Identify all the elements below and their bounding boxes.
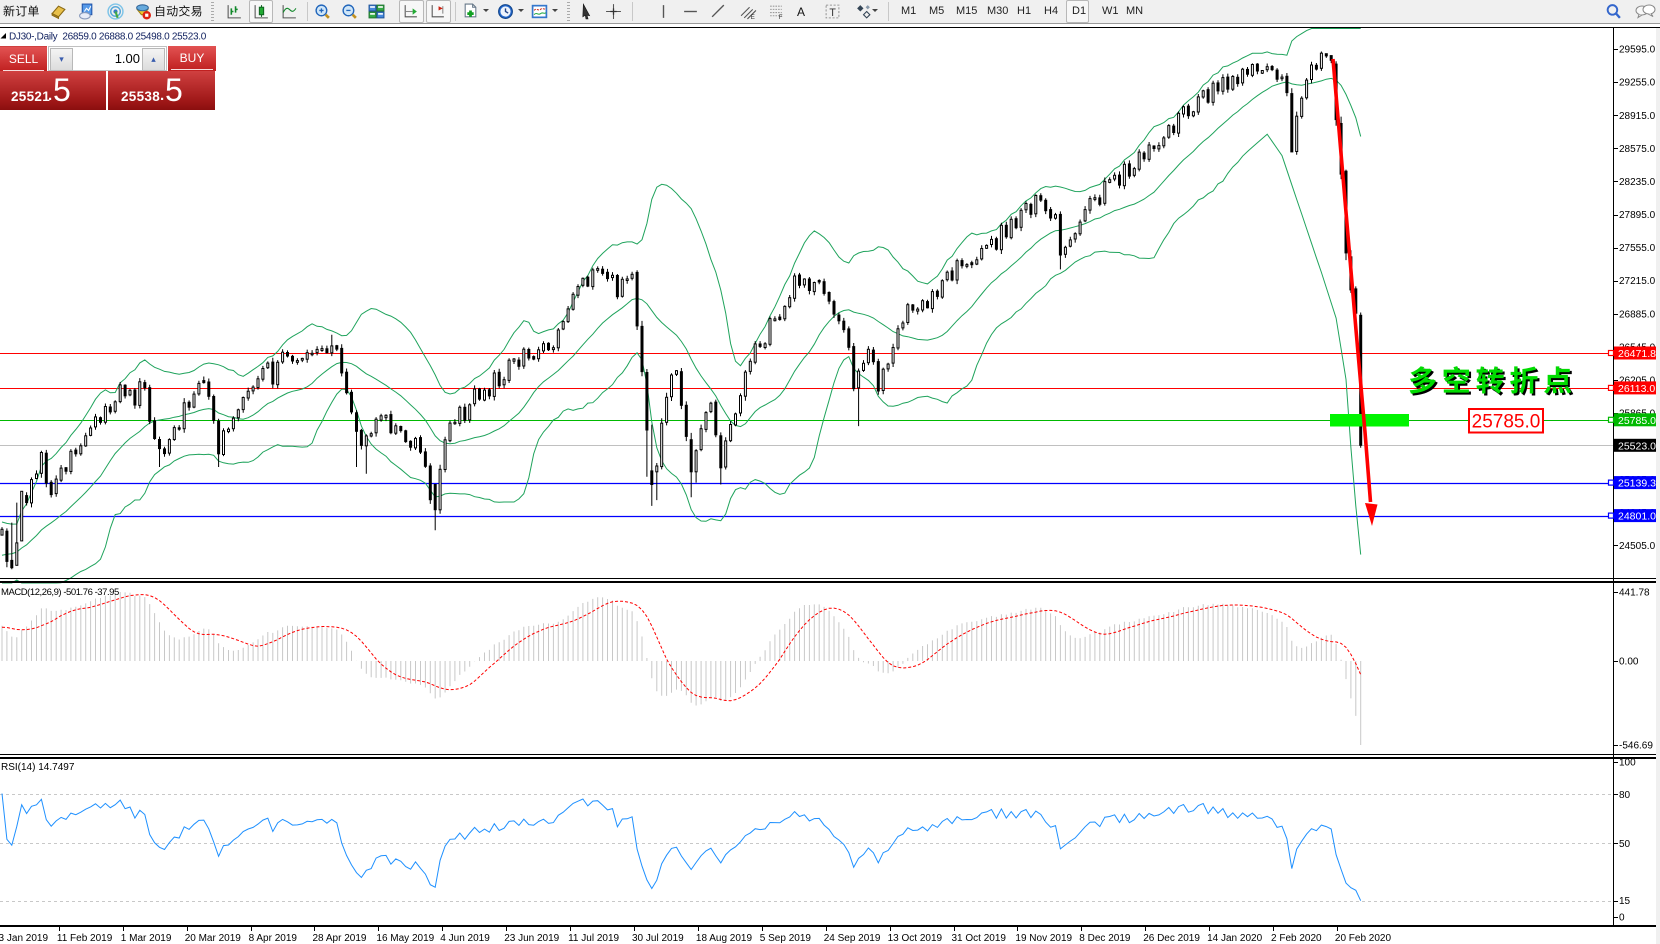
svg-text:14 Jan 2020: 14 Jan 2020: [1207, 933, 1262, 944]
svg-text:30 Jul 2019: 30 Jul 2019: [632, 933, 684, 944]
svg-text:DJ30-,Daily 26859.0 26888.0 2: DJ30-,Daily 26859.0 26888.0 25498.0 2552…: [9, 32, 207, 43]
svg-text:80: 80: [1619, 790, 1631, 801]
svg-text:-546.69: -546.69: [1619, 741, 1653, 752]
svg-text:25785.0: 25785.0: [1472, 412, 1541, 433]
svg-text:20 Mar 2019: 20 Mar 2019: [185, 933, 242, 944]
svg-text:8 Apr 2019: 8 Apr 2019: [249, 933, 298, 944]
svg-text:0: 0: [1619, 913, 1625, 924]
svg-text:MACD(12,26,9) -501.76 -37.95: MACD(12,26,9) -501.76 -37.95: [1, 587, 119, 598]
svg-text:28915.0: 28915.0: [1619, 111, 1656, 122]
svg-text:26205.0: 26205.0: [1619, 376, 1656, 387]
svg-text:25139.3: 25139.3: [1618, 478, 1656, 490]
svg-text:24 Sep 2019: 24 Sep 2019: [824, 933, 881, 944]
svg-text:50: 50: [1619, 839, 1631, 850]
svg-text:24505.0: 24505.0: [1619, 541, 1656, 552]
svg-text:4 Jun 2019: 4 Jun 2019: [440, 933, 490, 944]
svg-text:26471.8: 26471.8: [1618, 348, 1656, 360]
svg-text:11 Jul 2019: 11 Jul 2019: [568, 933, 619, 944]
svg-text:28575.0: 28575.0: [1619, 144, 1656, 155]
svg-text:8 Dec 2019: 8 Dec 2019: [1079, 933, 1131, 944]
svg-text:F: F: [779, 14, 783, 20]
svg-text:27895.0: 27895.0: [1619, 210, 1656, 221]
svg-text:29255.0: 29255.0: [1619, 78, 1656, 89]
svg-text:13 Oct 2019: 13 Oct 2019: [888, 933, 943, 944]
svg-text:28235.0: 28235.0: [1619, 177, 1656, 188]
svg-text:15: 15: [1619, 896, 1631, 907]
svg-text:18 Aug 2019: 18 Aug 2019: [696, 933, 753, 944]
svg-text:31 Oct 2019: 31 Oct 2019: [952, 933, 1007, 944]
svg-text:19 Nov 2019: 19 Nov 2019: [1015, 933, 1072, 944]
svg-text:0.00: 0.00: [1619, 657, 1639, 668]
svg-text:441.78: 441.78: [1619, 588, 1650, 599]
svg-text:11 Feb 2019: 11 Feb 2019: [57, 933, 113, 944]
svg-text:27215.0: 27215.0: [1619, 276, 1656, 287]
svg-text:5 Sep 2019: 5 Sep 2019: [760, 933, 812, 944]
svg-text:25523.0: 25523.0: [1618, 440, 1656, 452]
svg-text:26885.0: 26885.0: [1619, 309, 1656, 320]
svg-text:RSI(14) 14.7497: RSI(14) 14.7497: [1, 762, 75, 773]
svg-text:23 Jun 2019: 23 Jun 2019: [504, 933, 559, 944]
svg-text:26113.0: 26113.0: [1618, 383, 1655, 395]
svg-text:E: E: [751, 14, 755, 20]
svg-text:23 Jan 2019: 23 Jan 2019: [0, 933, 48, 944]
svg-text:1 Mar 2019: 1 Mar 2019: [121, 933, 172, 944]
svg-text:24801.0: 24801.0: [1618, 511, 1656, 523]
svg-text:20 Feb 2020: 20 Feb 2020: [1335, 933, 1392, 944]
svg-text:16 May 2019: 16 May 2019: [376, 933, 434, 944]
svg-text:27555.0: 27555.0: [1619, 243, 1656, 254]
svg-text:T: T: [829, 7, 836, 19]
svg-text:2 Feb 2020: 2 Feb 2020: [1271, 933, 1322, 944]
svg-text:26 Dec 2019: 26 Dec 2019: [1143, 933, 1200, 944]
svg-text:29595.0: 29595.0: [1619, 45, 1656, 56]
svg-text:28 Apr 2019: 28 Apr 2019: [313, 933, 367, 944]
svg-text:100: 100: [1619, 758, 1636, 769]
svg-text:25785.0: 25785.0: [1618, 415, 1656, 427]
